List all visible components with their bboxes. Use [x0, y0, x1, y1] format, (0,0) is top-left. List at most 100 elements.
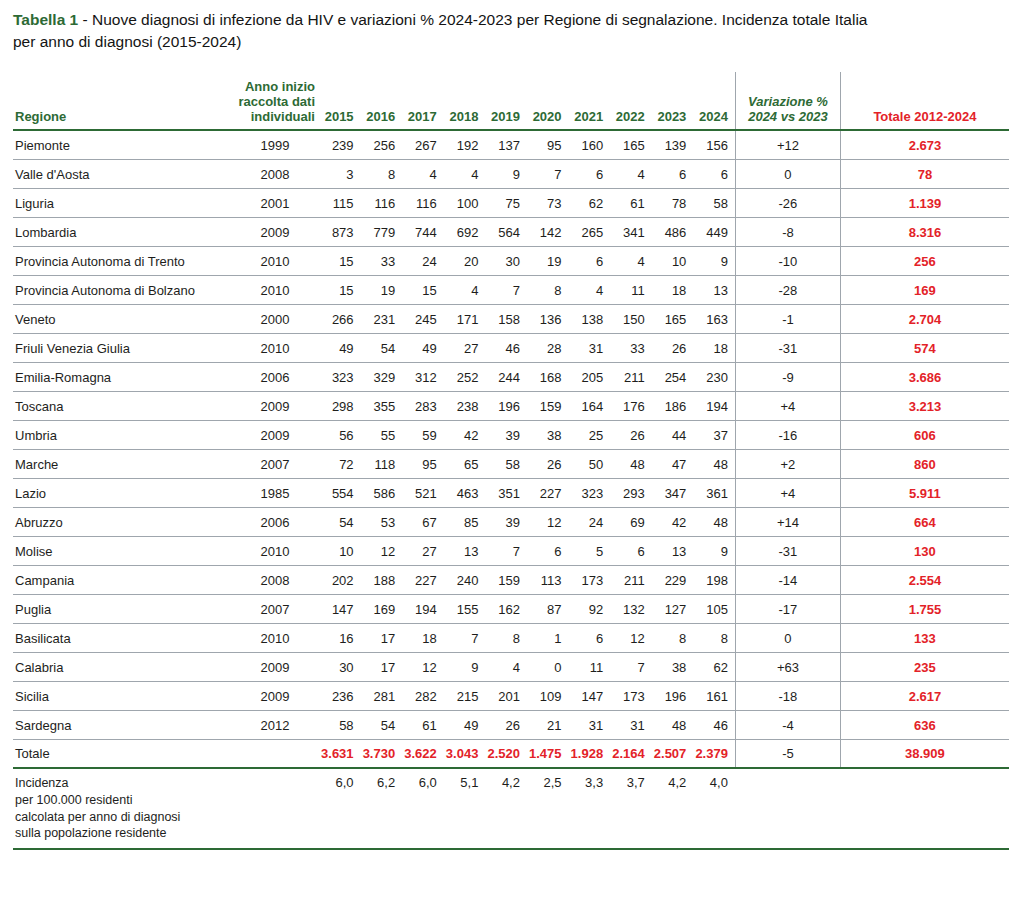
year-value: 9	[485, 160, 527, 188]
year-value: 26	[652, 334, 694, 362]
year-value: 105	[693, 595, 735, 623]
totale-value: 3.213	[841, 392, 1009, 420]
year-total-value: 2.164	[610, 740, 652, 767]
year-value: 266	[319, 305, 361, 333]
table-body: Piemonte19992392562671921379516016513915…	[13, 131, 1009, 769]
region-name: Emilia-Romagna	[13, 363, 231, 391]
year-total-value: 1.475	[527, 740, 569, 767]
year-value: 95	[527, 131, 569, 159]
table-row: Lazio1985554586521463351227323293347361+…	[13, 479, 1009, 508]
region-name: Lombardia	[13, 218, 231, 246]
totale-value: 606	[841, 421, 1009, 449]
year-value: 159	[485, 566, 527, 594]
table-header-row: Regione Anno inizio raccolta dati indivi…	[13, 72, 1009, 131]
year-value: 211	[610, 566, 652, 594]
year-value: 8	[485, 624, 527, 652]
year-value: 44	[652, 421, 694, 449]
year-value: 73	[527, 189, 569, 217]
region-name: Calabria	[13, 653, 231, 681]
variazione-value: -8	[735, 218, 841, 246]
year-value: 53	[361, 508, 403, 536]
year-value: 347	[652, 479, 694, 507]
year-value: 8	[527, 276, 569, 304]
header-totale: Totale 2012-2024	[841, 72, 1009, 129]
year-value: 138	[569, 305, 611, 333]
anno-inizio-value: 2010	[231, 537, 319, 565]
year-value: 165	[652, 305, 694, 333]
year-value: 159	[527, 392, 569, 420]
totale-value: 2.617	[841, 682, 1009, 710]
year-value: 24	[569, 508, 611, 536]
table-row: Emilia-Romagna20063233293122522441682052…	[13, 363, 1009, 392]
anno-inizio-value: 2009	[231, 218, 319, 246]
year-value: 12	[402, 653, 444, 681]
year-value: 49	[402, 334, 444, 362]
region-name: Provincia Autonoma di Trento	[13, 247, 231, 275]
year-value: 586	[361, 479, 403, 507]
totale-value: 574	[841, 334, 1009, 362]
header-year: 2018	[444, 72, 486, 129]
year-value: 240	[444, 566, 486, 594]
year-value: 54	[361, 711, 403, 739]
year-value: 61	[402, 711, 444, 739]
year-value: 127	[652, 595, 694, 623]
anno-inizio-value: 2008	[231, 160, 319, 188]
year-value: 554	[319, 479, 361, 507]
year-value: 27	[402, 537, 444, 565]
year-value: 13	[652, 537, 694, 565]
year-total-value: 2.507	[652, 740, 694, 767]
year-value: 449	[693, 218, 735, 246]
table-row: Piemonte19992392562671921379516016513915…	[13, 131, 1009, 160]
year-value: 46	[693, 711, 735, 739]
table-number-label: Tabella 1	[13, 11, 78, 28]
totale-value: 1.139	[841, 189, 1009, 217]
year-value: 12	[527, 508, 569, 536]
header-anno-inizio: Anno inizio raccolta dati individuali	[231, 72, 319, 129]
year-value: 19	[527, 247, 569, 275]
table-row: Provincia Autonoma di Bolzano20101519154…	[13, 276, 1009, 305]
year-value: 238	[444, 392, 486, 420]
variazione-value: +12	[735, 131, 841, 159]
region-name: Puglia	[13, 595, 231, 623]
incidenza-value: 3,7	[610, 775, 652, 848]
anno-inizio-value: 2010	[231, 276, 319, 304]
year-value: 48	[693, 508, 735, 536]
year-value: 85	[444, 508, 486, 536]
total-label: Totale	[13, 740, 231, 767]
year-value: 0	[527, 653, 569, 681]
year-value: 50	[569, 450, 611, 478]
year-value: 6	[693, 160, 735, 188]
year-value: 55	[361, 421, 403, 449]
year-value: 267	[402, 131, 444, 159]
incidenza-row: Incidenza per 100.000 residenti calcolat…	[13, 769, 1009, 850]
year-value: 282	[402, 682, 444, 710]
year-value: 42	[444, 421, 486, 449]
year-value: 9	[444, 653, 486, 681]
table-caption: Tabella 1 - Nuove diagnosi di infezione …	[13, 9, 1013, 53]
year-value: 744	[402, 218, 444, 246]
table-row: Veneto2000266231245171158136138150165163…	[13, 305, 1009, 334]
anno-inizio-value: 2008	[231, 566, 319, 594]
year-value: 10	[652, 247, 694, 275]
year-value: 186	[652, 392, 694, 420]
header-year: 2017	[402, 72, 444, 129]
year-value: 142	[527, 218, 569, 246]
year-value: 9	[693, 247, 735, 275]
header-year: 2024	[693, 72, 735, 129]
year-value: 31	[569, 711, 611, 739]
variazione-value: -10	[735, 247, 841, 275]
year-value: 109	[527, 682, 569, 710]
variazione-value: -26	[735, 189, 841, 217]
year-value: 31	[569, 334, 611, 362]
anno-inizio-value	[231, 740, 319, 767]
year-value: 1	[527, 624, 569, 652]
anno-inizio-value: 2009	[231, 682, 319, 710]
year-value: 6	[569, 624, 611, 652]
incidenza-value: 4,2	[485, 775, 527, 848]
year-value: 78	[652, 189, 694, 217]
table-row: Provincia Autonoma di Trento201015332420…	[13, 247, 1009, 276]
year-value: 245	[402, 305, 444, 333]
year-value: 227	[527, 479, 569, 507]
totale-value: 5.911	[841, 479, 1009, 507]
totale-value: 169	[841, 276, 1009, 304]
